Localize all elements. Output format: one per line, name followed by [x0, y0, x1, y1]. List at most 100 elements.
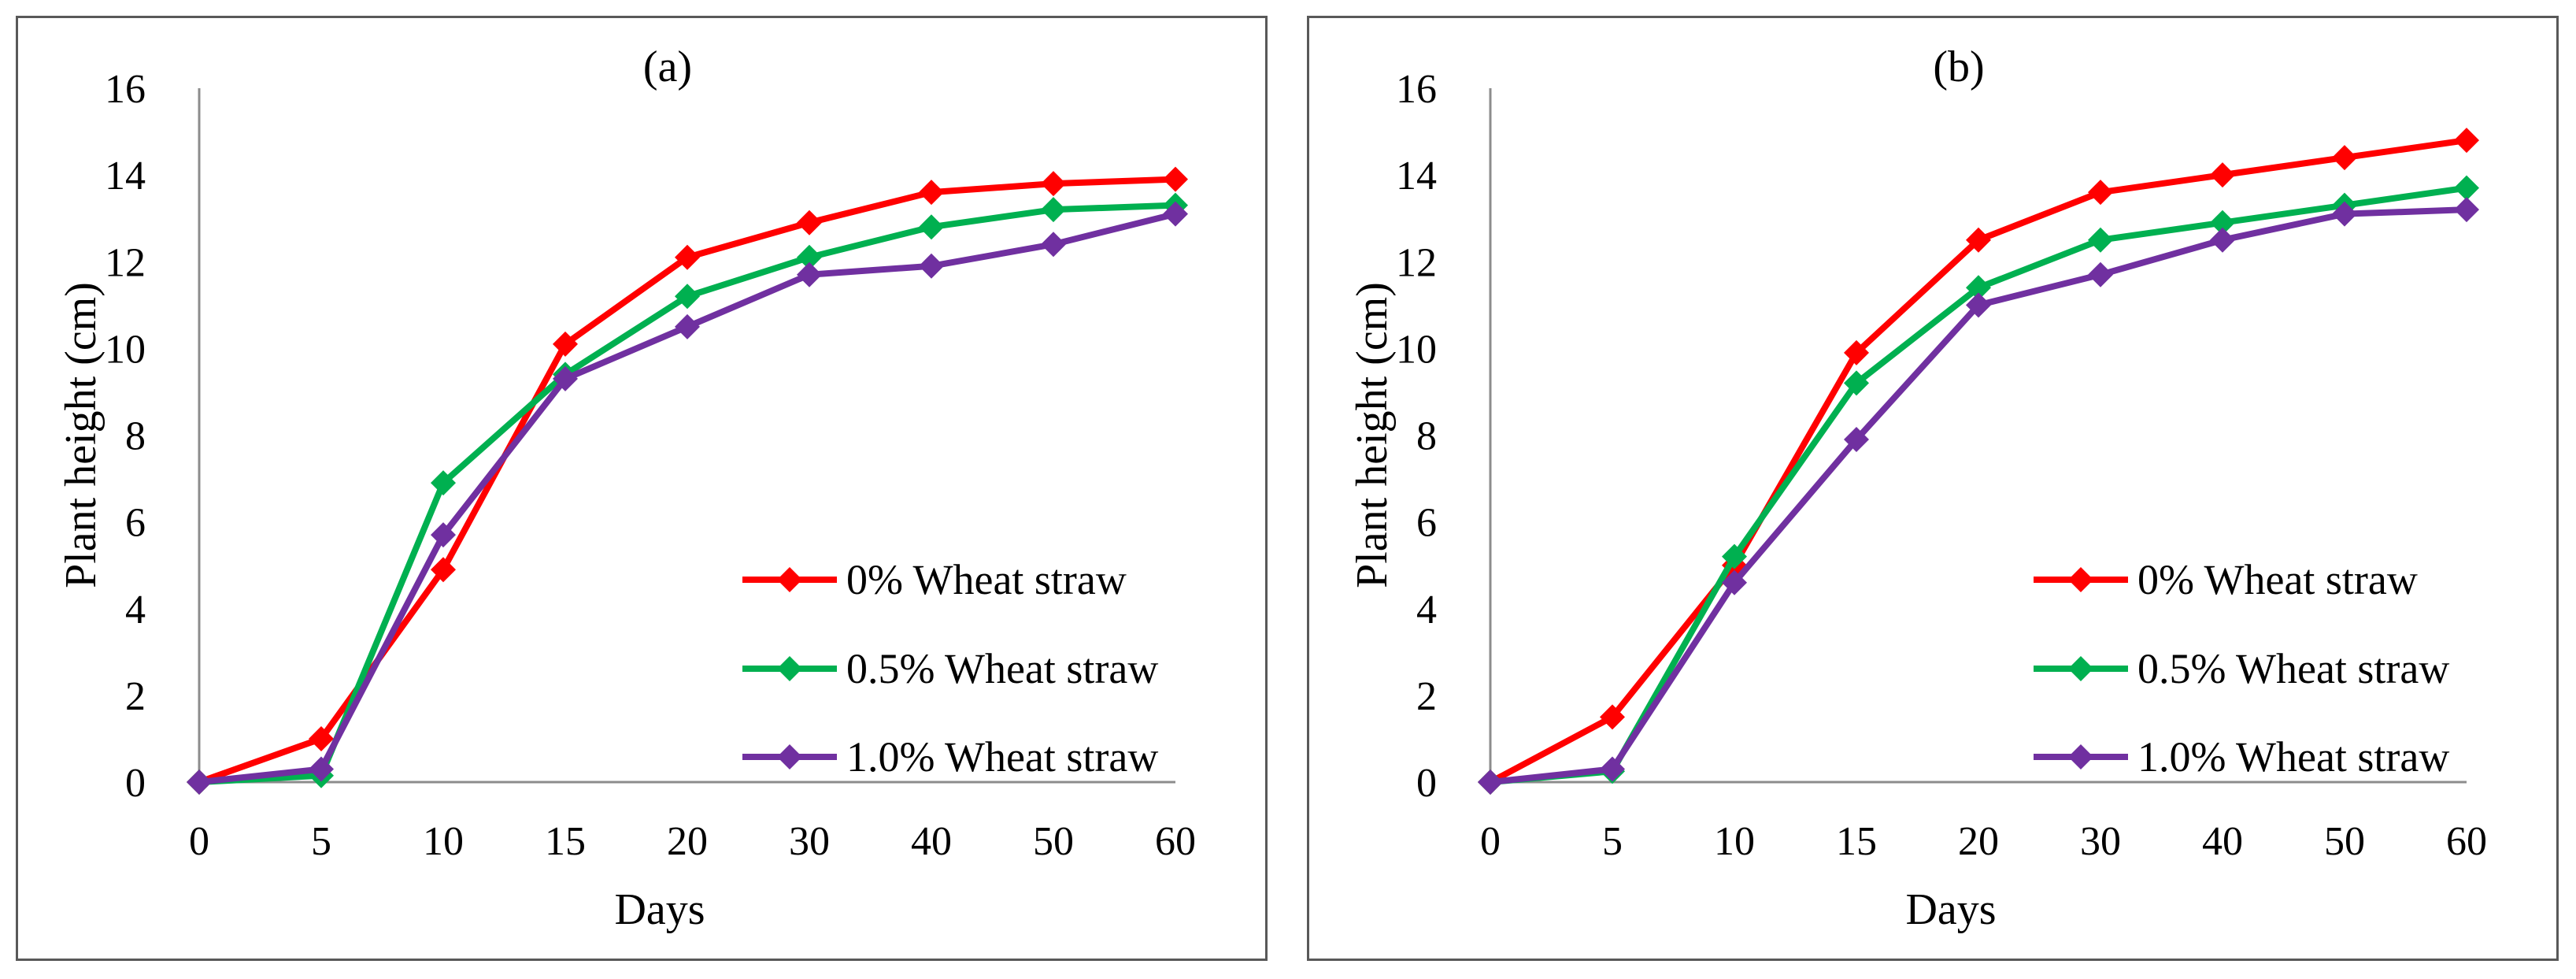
c1-y-tick-label-12: 12 [1396, 240, 1437, 285]
c0-series-2 [187, 201, 1188, 795]
c0-y-tick-label-2: 2 [125, 674, 146, 719]
chart-panel-a: (a) 0 2 4 6 8 10 12 14 16 0 5 10 15 20 30 40 50 60 Days Plan… [16, 16, 1268, 961]
c1-x-tick-label-20: 20 [1958, 819, 1999, 864]
c0-y-tick-label-14: 14 [105, 154, 146, 198]
c0-series-1-point-5 [797, 244, 822, 270]
c1-x-tick-label-60: 60 [2446, 819, 2487, 864]
c1-y-axis-label: Plant height (cm) [1348, 282, 1397, 588]
c1-series-2-point-6 [2210, 227, 2235, 253]
c0-series-0-point-8 [1163, 166, 1188, 192]
c0-legend-marker-0 [777, 567, 802, 592]
c1-legend-marker-2 [2068, 744, 2093, 769]
c0-series-1 [187, 192, 1188, 795]
c1-legend-item-2: 1.0% Wheat straw [2034, 733, 2449, 781]
c1-legend-item-0: 0% Wheat straw [2034, 556, 2418, 603]
c0-x-tick-label-20: 20 [667, 819, 708, 864]
c1-y-tick-label-10: 10 [1396, 327, 1437, 372]
c1-y-tick-label-6: 6 [1416, 501, 1437, 546]
c1-x-tick-label-0: 0 [1480, 819, 1501, 864]
c1-series-2-point-1 [1600, 756, 1625, 782]
c0-series-2-point-2 [431, 522, 456, 548]
c1-y-tick-label-0: 0 [1416, 761, 1437, 806]
c1-series-2-point-3 [1844, 427, 1869, 453]
c1-series-0-point-6 [2210, 162, 2235, 188]
c0-legend-marker-1 [777, 656, 802, 681]
c0-series-1-point-7 [1041, 197, 1066, 223]
c1-x-tick-label-50: 50 [2324, 819, 2365, 864]
c1-series-1-point-6 [2210, 210, 2235, 235]
c1-y-tick-label-14: 14 [1396, 154, 1437, 198]
c1-series-1-point-4 [1966, 275, 1991, 301]
c0-series-2-point-7 [1041, 232, 1066, 258]
c1-series-2-point-2 [1722, 569, 1747, 595]
c1-legend-marker-0 [2068, 567, 2093, 592]
c1-series-0-point-4 [1966, 227, 1991, 253]
c0-series-2-point-3 [553, 365, 578, 391]
c0-series-1-point-2 [431, 470, 456, 496]
c1-series-2-point-0 [1478, 769, 1503, 795]
c0-y-axis-label: Plant height (cm) [57, 282, 105, 588]
c0-legend-item-0: 0% Wheat straw [742, 556, 1127, 603]
c1-series-0-point-7 [2332, 145, 2357, 171]
c0-series-2-point-5 [797, 261, 822, 287]
c0-x-tick-label-30: 30 [789, 819, 830, 864]
chart-panel-b: (b) 0 2 4 6 8 10 12 14 16 0 5 10 15 20 30 40 50 60 Days Plan… [1307, 16, 2559, 961]
c1-series-1-point-5 [2088, 227, 2113, 253]
c0-series-2-point-8 [1163, 201, 1188, 227]
c1-series-2-point-4 [1966, 292, 1991, 318]
c0-y-tick-label-4: 4 [125, 588, 146, 632]
c1-x-axis-label: Days [1905, 885, 1996, 934]
c1-series-1-point-8 [2454, 175, 2479, 201]
c1-legend-label-0: 0% Wheat straw [2137, 556, 2418, 603]
c1-series-0-point-8 [2454, 128, 2479, 154]
c0-series-2-point-6 [919, 253, 944, 279]
c1-x-tick-label-15: 15 [1836, 819, 1877, 864]
c0-series-2-point-1 [309, 756, 334, 782]
c1-legend-label-1: 0.5% Wheat straw [2137, 645, 2449, 692]
c0-legend-item-1: 0.5% Wheat straw [742, 645, 1158, 692]
c1-x-tick-label-5: 5 [1602, 819, 1623, 864]
c0-series-1-point-4 [675, 284, 700, 310]
c1-legend-marker-1 [2068, 656, 2093, 681]
c1-x-tick-label-40: 40 [2202, 819, 2243, 864]
c0-legend-label-1: 0.5% Wheat straw [846, 645, 1158, 692]
c0-legend-marker-2 [777, 744, 802, 769]
c0-x-tick-label-0: 0 [189, 819, 209, 864]
c0-y-tick-label-0: 0 [125, 761, 146, 806]
c1-series-2-point-5 [2088, 261, 2113, 287]
c0-chart-title: (a) [643, 43, 692, 91]
c0-series-0-point-4 [675, 244, 700, 270]
c0-series-0-point-1 [309, 725, 334, 751]
c1-series-2-point-7 [2332, 201, 2357, 227]
c1-series-0-point-1 [1600, 704, 1625, 730]
c0-x-axis-label: Days [614, 885, 705, 934]
c1-legend-item-1: 0.5% Wheat straw [2034, 645, 2449, 692]
chart-a: (a) 0 2 4 6 8 10 12 14 16 0 5 10 15 20 30 40 50 60 Days Plan… [57, 43, 1196, 934]
c0-x-tick-label-60: 60 [1155, 819, 1196, 864]
c1-series-2-point-8 [2454, 197, 2479, 223]
c1-series-0-point-5 [2088, 180, 2113, 206]
c1-y-tick-label-16: 16 [1396, 67, 1437, 112]
c0-series-0-point-7 [1041, 171, 1066, 197]
c0-series-0-point-2 [431, 557, 456, 583]
c0-x-tick-label-10: 10 [423, 819, 464, 864]
c0-y-tick-label-6: 6 [125, 501, 146, 546]
c1-y-tick-label-2: 2 [1416, 674, 1437, 719]
c1-y-tick-label-4: 4 [1416, 588, 1437, 632]
c0-series-2-point-4 [675, 313, 700, 339]
c0-legend-label-2: 1.0% Wheat straw [846, 733, 1158, 781]
c0-legend-item-2: 1.0% Wheat straw [742, 733, 1158, 781]
c0-x-tick-label-15: 15 [545, 819, 586, 864]
c0-y-tick-label-12: 12 [105, 240, 146, 285]
c1-series-0 [1478, 128, 2479, 795]
c0-y-tick-label-10: 10 [105, 327, 146, 372]
chart-b: (b) 0 2 4 6 8 10 12 14 16 0 5 10 15 20 30 40 50 60 Days Plan… [1348, 43, 2487, 934]
c0-series-0 [187, 166, 1188, 795]
c0-series-0-point-6 [919, 180, 944, 206]
c1-legend-label-2: 1.0% Wheat straw [2137, 733, 2449, 781]
c1-series-1-point-3 [1844, 370, 1869, 396]
c0-series-0-point-3 [553, 331, 578, 357]
c0-series-2-point-0 [187, 769, 212, 795]
c0-x-tick-label-50: 50 [1033, 819, 1074, 864]
c0-legend-label-0: 0% Wheat straw [846, 556, 1127, 603]
